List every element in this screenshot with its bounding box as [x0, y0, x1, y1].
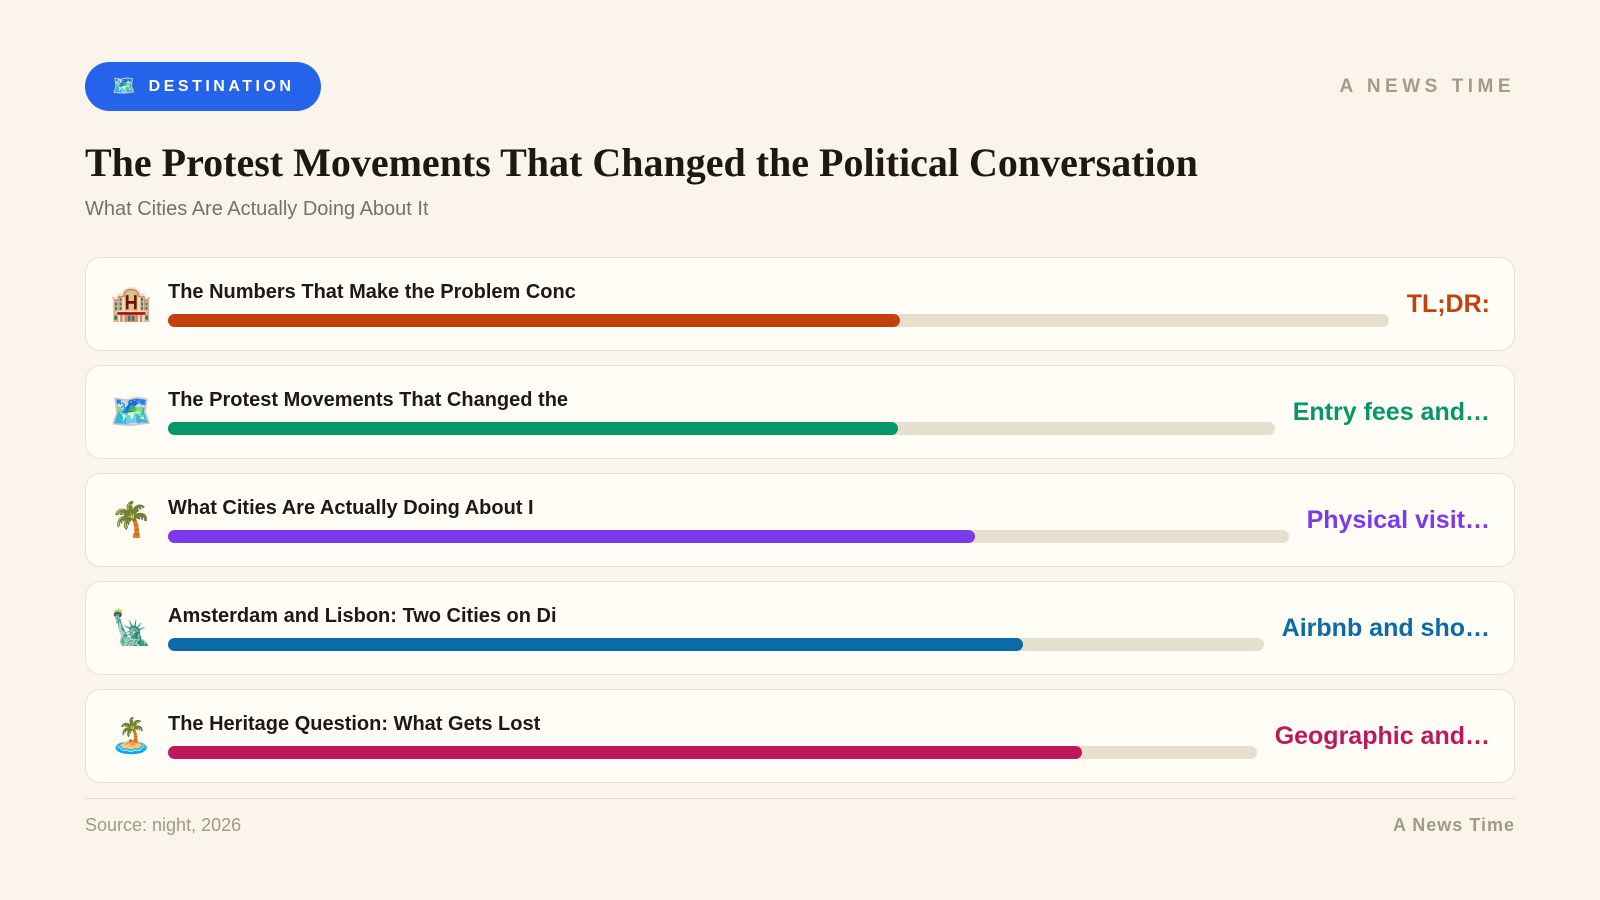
- page-subtitle: What Cities Are Actually Doing About It: [85, 198, 429, 220]
- row-value: TL;DR:: [1406, 289, 1490, 318]
- row-content: The Protest Movements That Changed the: [168, 389, 1275, 435]
- row-value: Physical visit…: [1306, 505, 1490, 534]
- list-item: 🏝️ The Heritage Question: What Gets Lost…: [85, 689, 1515, 783]
- desert-island-icon: 🏝️: [110, 717, 153, 755]
- bar-fill: [168, 530, 975, 543]
- bar-fill: [168, 638, 1023, 651]
- badge-label: DESTINATION: [148, 77, 295, 95]
- list-item: 🗺️ The Protest Movements That Changed th…: [85, 365, 1515, 459]
- bar-track: [168, 638, 1264, 651]
- source-note: Source: night, 2026: [85, 815, 242, 835]
- world-map-icon: 🗺️: [112, 76, 136, 97]
- world-map-icon: 🗺️: [110, 393, 153, 431]
- list-item: 🏨 The Numbers That Make the Problem Conc…: [85, 257, 1515, 351]
- bar-track: [168, 422, 1275, 435]
- statue-of-liberty-icon: 🗽: [110, 609, 153, 647]
- bar-fill: [168, 746, 1083, 759]
- row-content: The Numbers That Make the Problem Conc: [168, 281, 1389, 327]
- bar-fill: [168, 422, 899, 435]
- bar-track: [168, 314, 1389, 327]
- brand-masthead: A NEWS TIME: [1339, 75, 1515, 97]
- list-item: 🌴 What Cities Are Actually Doing About I…: [85, 473, 1515, 567]
- row-content: What Cities Are Actually Doing About I: [168, 497, 1289, 543]
- palm-tree-icon: 🌴: [110, 501, 153, 539]
- footer: Source: night, 2026 A News Time: [85, 798, 1515, 836]
- bar-track: [168, 746, 1257, 759]
- row-label: The Numbers That Make the Problem Conc: [168, 281, 576, 303]
- chart-rows: 🏨 The Numbers That Make the Problem Conc…: [85, 257, 1515, 783]
- destination-badge: 🗺️ DESTINATION: [85, 62, 322, 111]
- bar-fill: [168, 314, 901, 327]
- row-value: Geographic and…: [1274, 721, 1490, 750]
- row-value: Airbnb and sho…: [1281, 613, 1490, 642]
- row-label: What Cities Are Actually Doing About I: [168, 497, 534, 519]
- row-label: Amsterdam and Lisbon: Two Cities on Di: [168, 605, 557, 627]
- list-item: 🗽 Amsterdam and Lisbon: Two Cities on Di…: [85, 581, 1515, 675]
- page-title: The Protest Movements That Changed the P…: [85, 140, 1198, 185]
- row-label: The Heritage Question: What Gets Lost: [168, 713, 541, 735]
- footer-brand: A News Time: [1392, 815, 1515, 835]
- header: 🗺️ DESTINATION A NEWS TIME: [85, 62, 1515, 111]
- row-content: The Heritage Question: What Gets Lost: [168, 713, 1257, 759]
- hotel-icon: 🏨: [110, 285, 153, 323]
- row-content: Amsterdam and Lisbon: Two Cities on Di: [168, 605, 1264, 651]
- bar-track: [168, 530, 1289, 543]
- row-label: The Protest Movements That Changed the: [168, 389, 569, 411]
- row-value: Entry fees and…: [1292, 397, 1490, 426]
